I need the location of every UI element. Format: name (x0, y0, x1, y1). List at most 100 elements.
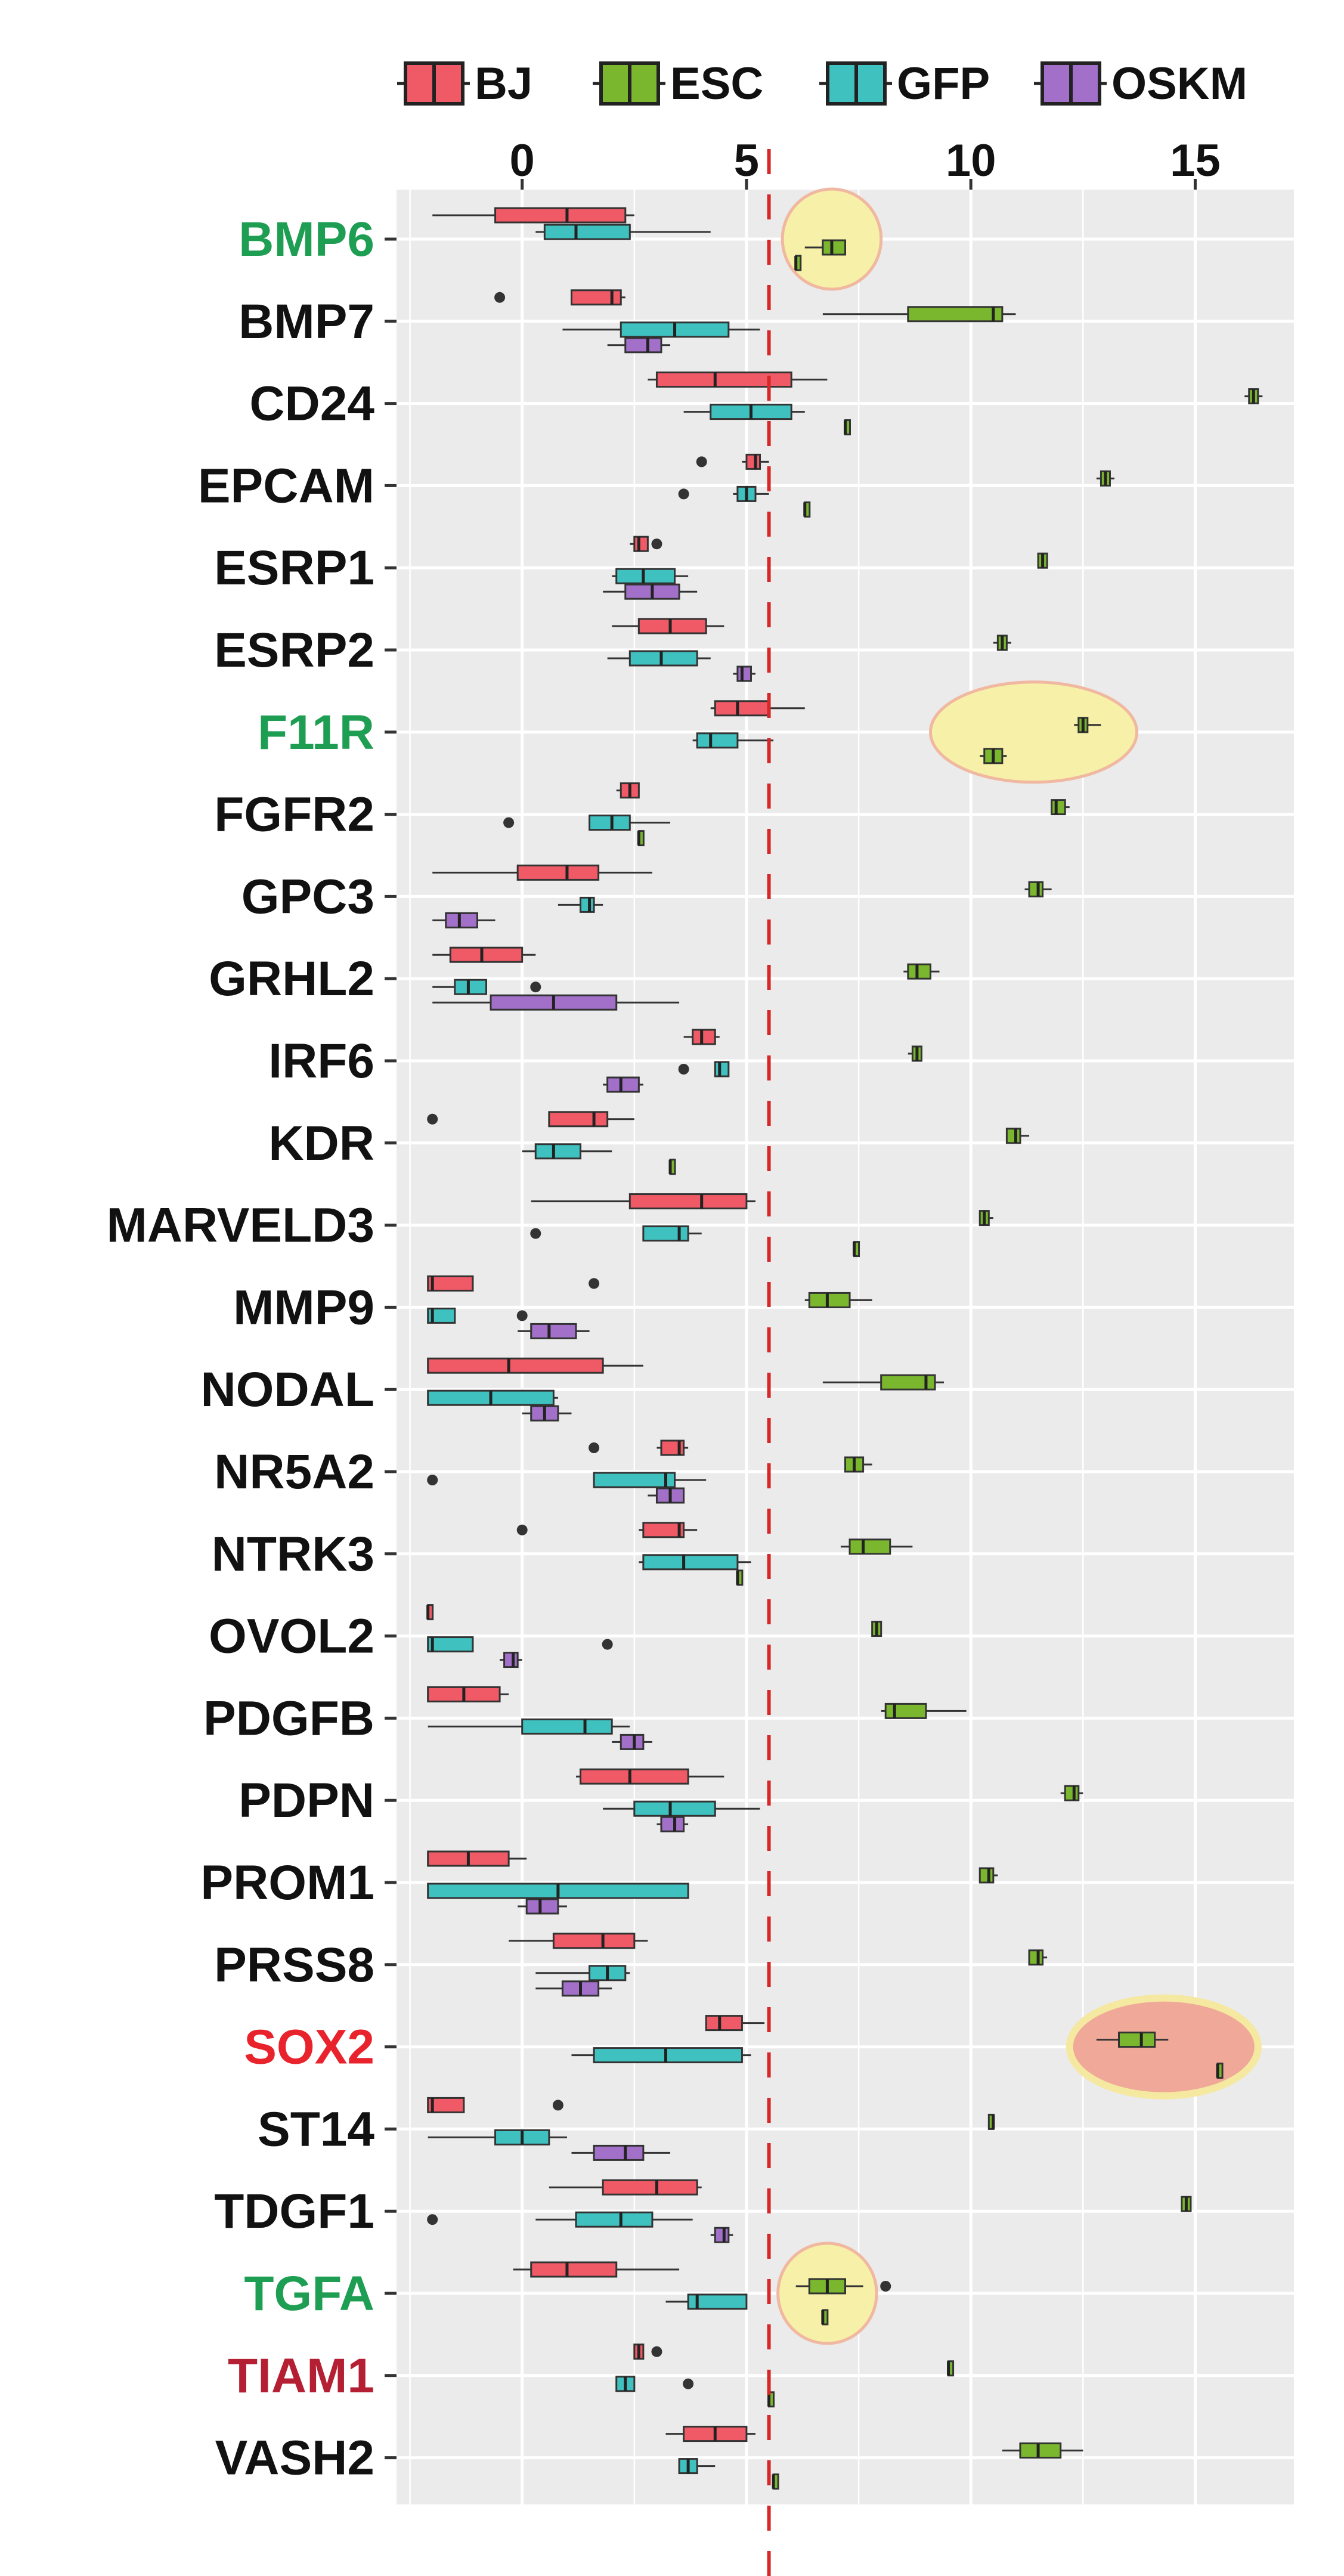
box-bmp7-bj (494, 289, 625, 306)
box-prss8-oskm (535, 1980, 612, 1997)
box-body (602, 2179, 698, 2196)
box-pdgfb-oskm (612, 1733, 652, 1750)
box-fgfr2-esc (637, 830, 645, 847)
box-body (516, 864, 600, 881)
gene-label-nodal: NODAL (200, 1363, 374, 1417)
box-nr5a2-oskm (648, 1487, 685, 1504)
box-vash2-bj (665, 2426, 755, 2442)
outlier-point (427, 2214, 438, 2225)
box-marveld3-gfp (530, 1225, 702, 1242)
box-tdgf1-oskm (710, 2227, 733, 2243)
gene-label-mmp9: MMP9 (233, 1280, 374, 1335)
box-body (1028, 881, 1044, 897)
box-epcam-bj (696, 453, 769, 470)
gene-label-ntrk3: NTRK3 (212, 1527, 374, 1581)
box-body (570, 289, 622, 306)
outlier-point (678, 488, 689, 500)
box-nr5a2-bj (589, 1439, 689, 1456)
box-grhl2-oskm (432, 994, 680, 1011)
outlier-point (678, 1064, 689, 1075)
outlier-point (589, 1278, 600, 1289)
gene-label-bmp7: BMP7 (239, 295, 374, 349)
gene-label-st14: ST14 (258, 2102, 374, 2156)
box-body (1118, 2032, 1156, 2048)
box-body (503, 1652, 519, 1668)
x-axis-ticks: 0 5 10 15 (510, 135, 1221, 190)
box-tgfa-bj (513, 2261, 680, 2278)
box-body (736, 665, 752, 682)
box-cd24-gfp (683, 404, 805, 420)
box-body (521, 1718, 613, 1735)
box-body (628, 1193, 748, 1210)
box-irf6-oskm (603, 1076, 643, 1093)
box-ovol2-gfp (427, 1636, 613, 1653)
plot-panel (397, 190, 1294, 2504)
box-prom1-gfp (427, 1883, 689, 1899)
box-st14-bj (427, 2097, 563, 2113)
outlier-point (589, 1442, 600, 1453)
box-grhl2-gfp (432, 979, 541, 995)
gene-label-tdgf1: TDGF1 (214, 2184, 374, 2238)
box-pdgfb-esc (881, 1702, 967, 1719)
box-body (848, 1538, 891, 1555)
box-nr5a2-gfp (427, 1472, 707, 1488)
box-kdr-bj (427, 1111, 634, 1128)
box-body (907, 306, 1004, 323)
box-body (696, 732, 739, 749)
gene-label-prss8: PRSS8 (214, 1938, 374, 1992)
box-prss8-bj (509, 1933, 648, 1949)
box-pdgfb-gfp (428, 1718, 630, 1735)
x-tick-label: 10 (946, 135, 996, 186)
box-body (606, 1076, 640, 1093)
gene-label-esrp2: ESRP2 (214, 623, 374, 677)
legend-label: GFP (897, 58, 990, 109)
box-body (580, 896, 595, 913)
gene-label-tiam1: TIAM1 (228, 2349, 374, 2403)
box-sox2-esc (1216, 2063, 1224, 2079)
box-st14-gfp (428, 2129, 567, 2145)
box-pdpn-bj (576, 1768, 724, 1785)
box-body (628, 650, 698, 667)
box-pdpn-esc (1060, 1785, 1083, 1801)
box-body (1019, 2442, 1062, 2459)
legend-item-esc: ESC (593, 58, 763, 109)
box-kdr-gfp (522, 1143, 612, 1160)
box-tdgf1-bj (549, 2179, 702, 2196)
box-cd24-esc (1244, 388, 1263, 405)
box-ntrk3-bj (516, 1522, 698, 1538)
box-sox2-gfp (571, 2047, 751, 2064)
x-tick-label: 15 (1170, 135, 1221, 186)
boxes (426, 207, 1263, 2490)
box-gpc3-bj (432, 864, 652, 881)
box-body (808, 1292, 851, 1308)
legend-label: OSKM (1111, 58, 1247, 109)
box-tdgf1-gfp (427, 2211, 693, 2228)
box-esrp2-bj (612, 618, 724, 634)
box-grhl2-bj (432, 946, 536, 963)
box-f11r-esc (980, 748, 1007, 764)
box-esrp1-oskm (603, 583, 698, 600)
box-body (548, 1111, 609, 1128)
box-tiam1-gfp (615, 2376, 694, 2392)
box-tiam1-esc (947, 2360, 955, 2377)
box-body (655, 371, 792, 388)
box-body (907, 963, 931, 980)
box-mmp9-gfp (427, 1307, 528, 1324)
box-nr5a2-esc (844, 1456, 872, 1473)
box-body (445, 912, 478, 928)
box-body (494, 207, 627, 224)
box-body (714, 1061, 730, 1078)
box-ntrk3-esc (840, 1538, 913, 1555)
box-vash2-gfp (678, 2458, 716, 2475)
gene-label-cd24: CD24 (249, 377, 374, 431)
gene-label-epcam: EPCAM (198, 459, 374, 513)
box-prom1-bj (427, 1850, 527, 1867)
box-cd24-esc (844, 419, 851, 436)
box-gpc3-oskm (432, 912, 496, 928)
box-body (427, 2097, 465, 2113)
outlier-point (427, 1475, 438, 1485)
box-body (534, 1143, 582, 1160)
legend-item-oskm: OSKM (1034, 58, 1247, 109)
box-body (615, 568, 676, 584)
